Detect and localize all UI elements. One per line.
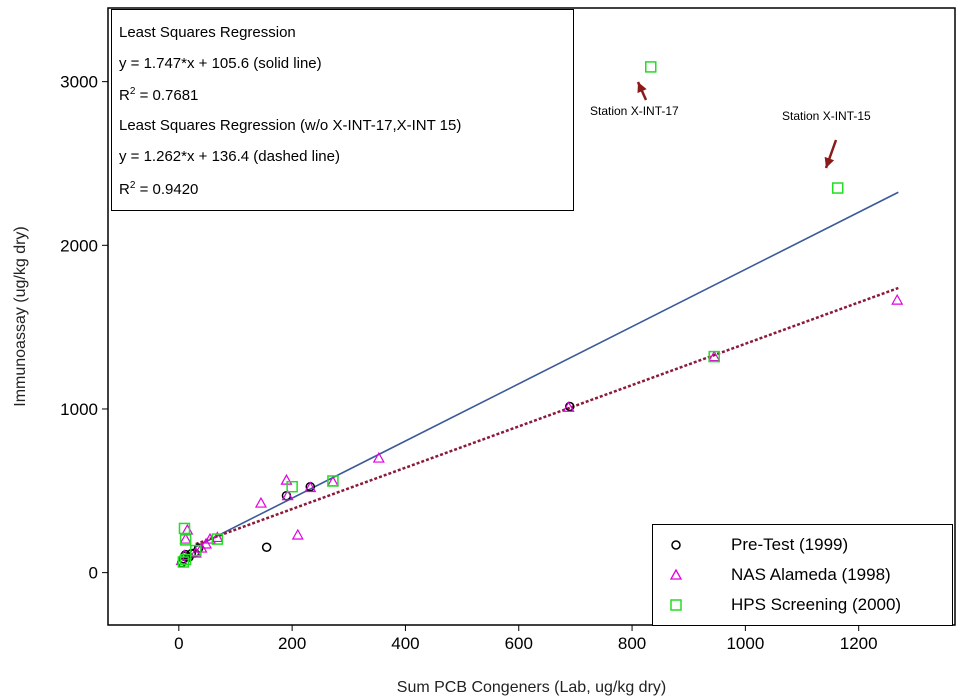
data-point-hps-screening	[190, 544, 202, 557]
stats-r-superscript: 2	[129, 86, 136, 97]
data-point-hps-screening	[645, 61, 657, 73]
y-axis-title: Immunoassay (ug/kg dry)	[12, 226, 29, 407]
stats-line-5: y = 1.262*x + 136.4 (dashed line)	[119, 148, 340, 165]
data-point-hps-screening	[179, 553, 192, 566]
annotation-station-x-int-17: Station X-INT-17	[590, 104, 679, 118]
stats-line-4: Least Squares Regression (w/o X-INT-17,X…	[119, 117, 462, 134]
x-tick-label: 0	[174, 634, 183, 653]
legend-label-nas-alameda: NAS Alameda (1998)	[731, 565, 891, 584]
data-point-hps-screening	[177, 556, 190, 568]
x-axis-title: Sum PCB Congeners (Lab, ug/kg dry)	[397, 679, 666, 696]
stats-line-1: Least Squares Regression	[119, 24, 296, 41]
annotation-station-x-int-15: Station X-INT-15	[782, 109, 871, 123]
circle-marker-icon	[671, 540, 681, 550]
x-tick-label: 1200	[840, 634, 878, 653]
x-tick-label: 600	[505, 634, 533, 653]
data-point-nas-alameda	[562, 401, 575, 412]
data-point-hps-screening	[179, 534, 192, 546]
data-point-nas-alameda	[372, 451, 385, 463]
data-point-nas-alameda	[891, 293, 904, 305]
x-tick-label: 400	[391, 634, 419, 653]
stats-line-2: y = 1.747*x + 105.6 (solid line)	[119, 55, 322, 72]
legend-label-hps-screening: HPS Screening (2000)	[731, 595, 902, 614]
stats-r2-value: = 0.7681	[135, 87, 199, 104]
x-tick-label: 200	[278, 634, 306, 653]
data-point-hps-screening	[211, 533, 224, 545]
data-point-hps-screening	[286, 480, 298, 493]
stats-r-superscript-2: 2	[129, 180, 136, 191]
plot-area-frame	[107, 7, 956, 626]
regression-line-solid	[195, 191, 899, 548]
data-point-hps-screening	[708, 350, 720, 363]
stats-r-symbol: R	[119, 87, 130, 104]
y-tick-label: 3000	[60, 73, 98, 92]
square-marker-icon	[670, 599, 682, 611]
stats-line-6: R2 = 0.9420	[119, 180, 198, 198]
data-point-hps-screening	[178, 522, 191, 535]
data-point-hps-screening	[327, 475, 339, 487]
legend-item-hps-screening: HPS Screening (2000)	[663, 593, 948, 619]
stats-r2-value-2: = 0.9420	[135, 181, 199, 198]
legend-label-pre-test: Pre-Test (1999)	[731, 535, 849, 554]
data-point-nas-alameda	[211, 531, 224, 543]
y-tick-label: 2000	[60, 236, 98, 255]
x-tick-label: 1000	[726, 634, 764, 653]
x-tick-label: 800	[618, 634, 646, 653]
y-tick-label: 1000	[60, 400, 98, 419]
stats-r-symbol-2: R	[119, 181, 130, 198]
regression-stats-box: Least Squares Regression y = 1.747*x + 1…	[111, 9, 574, 211]
legend: Pre-Test (1999) NAS Alameda (1998) HPS S…	[652, 524, 953, 626]
triangle-marker-icon	[669, 568, 683, 580]
legend-item-nas-alameda: NAS Alameda (1998)	[663, 563, 948, 589]
data-point-nas-alameda	[179, 532, 192, 544]
arrow-station-x-int-17-head	[637, 82, 647, 94]
data-point-pre-test	[261, 542, 272, 553]
data-point-nas-alameda	[708, 350, 721, 362]
stats-line-3: R2 = 0.7681	[119, 86, 198, 104]
data-point-hps-screening	[831, 182, 844, 194]
data-point-nas-alameda	[291, 528, 304, 540]
regression-line-dashed	[195, 286, 899, 546]
data-point-nas-alameda	[254, 496, 267, 508]
data-point-nas-alameda	[304, 481, 317, 493]
data-point-nas-alameda	[281, 489, 294, 501]
arrow-station-x-int-15-head	[824, 156, 835, 168]
legend-item-pre-test: Pre-Test (1999)	[663, 533, 948, 559]
y-tick-label: 0	[89, 564, 98, 583]
